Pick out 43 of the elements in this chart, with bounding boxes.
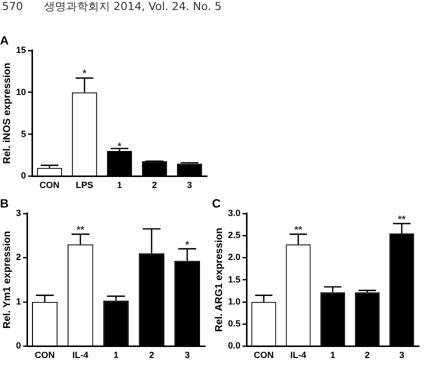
annotation: * bbox=[82, 68, 87, 80]
y-tick-label: 2 bbox=[16, 252, 22, 262]
x-tick-label: 2 bbox=[364, 350, 370, 360]
y-tick-label: 0.5 bbox=[228, 318, 241, 329]
y-tick-label: 3 bbox=[16, 208, 22, 218]
y-tick-label: 5 bbox=[20, 128, 26, 139]
x-tick-label: 1 bbox=[113, 350, 119, 360]
y-axis-title: Rel. Ym1 expression bbox=[2, 230, 13, 329]
x-tick-label: LPS bbox=[76, 180, 94, 190]
y-tick-label: 3.0 bbox=[228, 208, 241, 218]
chart-title: C bbox=[212, 196, 221, 211]
annotation: ** bbox=[294, 224, 302, 236]
x-tick-label: CON bbox=[34, 350, 55, 360]
annotation: ** bbox=[398, 214, 406, 226]
chart-title: B bbox=[0, 196, 9, 211]
x-tick-label: CON bbox=[40, 180, 60, 190]
y-axis-title: Rel. iNOS expression bbox=[2, 62, 13, 164]
x-tick-label: 1 bbox=[330, 350, 336, 360]
text: 570 생명과학회지 2014, Vol. 24. No. 5 bbox=[1, 0, 222, 15]
annotation: * bbox=[118, 142, 122, 153]
x-tick-label: 3 bbox=[184, 350, 190, 360]
x-tick-label: CON bbox=[254, 350, 274, 360]
annotation: * bbox=[185, 240, 190, 252]
x-tick-label: 2 bbox=[149, 350, 154, 360]
y-tick-label: 1 bbox=[16, 296, 22, 306]
y-axis-title: Rel. ARG1 expression bbox=[214, 228, 225, 332]
x-tick-label: 3 bbox=[186, 180, 192, 190]
y-tick-label: 1.0 bbox=[228, 296, 241, 306]
x-tick-label: IL-4 bbox=[290, 350, 306, 360]
y-tick-label: 0.0 bbox=[228, 340, 241, 351]
x-tick-label: 1 bbox=[117, 180, 122, 190]
x-tick-label: IL-4 bbox=[72, 350, 88, 360]
y-tick-label: 0 bbox=[16, 340, 22, 351]
y-tick-label: 2.5 bbox=[228, 230, 241, 240]
y-tick-label: 15 bbox=[16, 44, 26, 55]
annotation: ** bbox=[76, 224, 84, 236]
x-tick-label: 2 bbox=[152, 180, 158, 190]
y-tick-label: 1.5 bbox=[228, 274, 241, 284]
y-tick-label: 0 bbox=[20, 170, 26, 181]
y-tick-label: 10 bbox=[16, 86, 26, 97]
x-tick-label: 3 bbox=[399, 350, 404, 360]
chart-title: A bbox=[0, 34, 9, 48]
y-tick-label: 2.0 bbox=[228, 252, 241, 262]
